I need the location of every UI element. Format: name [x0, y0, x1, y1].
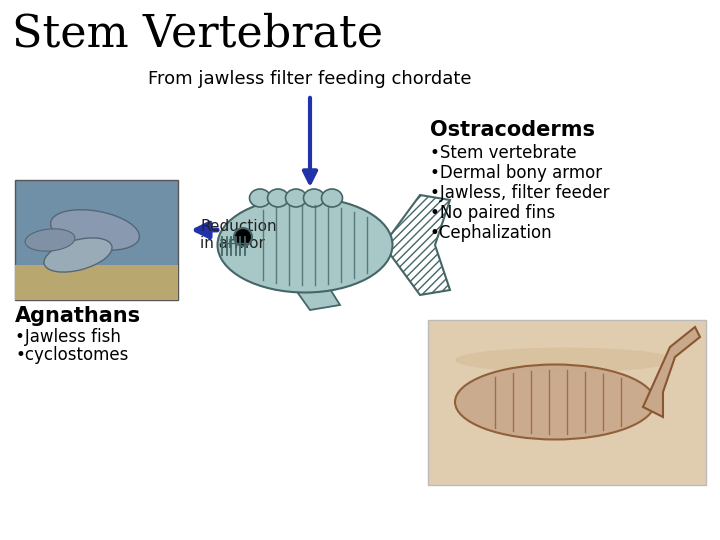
Ellipse shape	[286, 189, 307, 207]
Ellipse shape	[44, 238, 112, 272]
Text: •Stem vertebrate: •Stem vertebrate	[430, 144, 577, 162]
Ellipse shape	[455, 364, 655, 440]
Polygon shape	[387, 195, 450, 295]
Ellipse shape	[304, 189, 325, 207]
Text: From jawless filter feeding chordate: From jawless filter feeding chordate	[148, 70, 472, 88]
Polygon shape	[295, 289, 340, 310]
Text: •Jawless fish: •Jawless fish	[15, 328, 121, 346]
Ellipse shape	[322, 189, 343, 207]
Text: •cyclostomes: •cyclostomes	[15, 346, 128, 364]
Bar	[15, 180, 178, 300]
Text: •Dermal bony armor: •Dermal bony armor	[430, 164, 602, 182]
Polygon shape	[643, 327, 700, 417]
Text: Stem Vertebrate: Stem Vertebrate	[12, 12, 383, 55]
Text: Ostracoderms: Ostracoderms	[430, 120, 595, 140]
Ellipse shape	[455, 348, 675, 373]
Ellipse shape	[50, 210, 140, 250]
Circle shape	[234, 228, 252, 246]
Ellipse shape	[25, 229, 75, 251]
Ellipse shape	[268, 189, 289, 207]
Ellipse shape	[217, 198, 392, 293]
Text: •Jawless, filter feeder: •Jawless, filter feeder	[430, 184, 610, 202]
Text: •Cephalization: •Cephalization	[430, 224, 553, 242]
Bar	[15, 265, 178, 300]
Ellipse shape	[250, 189, 271, 207]
Text: •No paired fins: •No paired fins	[430, 204, 555, 222]
Text: Reduction
in armor: Reduction in armor	[200, 219, 276, 251]
Text: Agnathans: Agnathans	[15, 306, 141, 326]
Bar	[428, 320, 706, 485]
